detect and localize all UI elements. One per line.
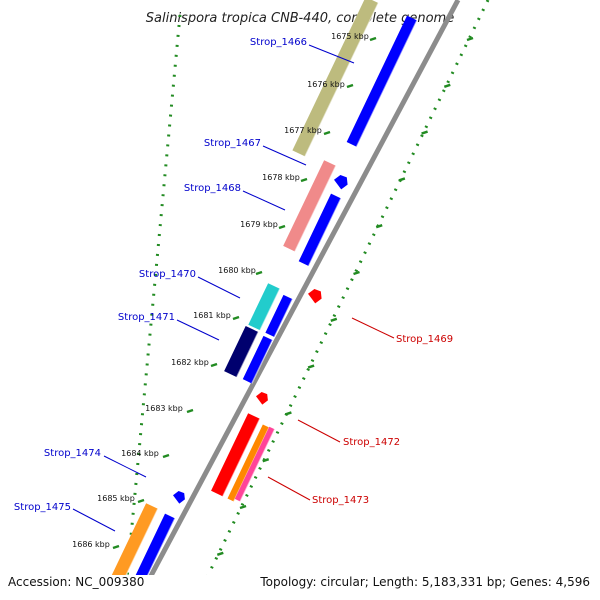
kbp-tick-left xyxy=(255,270,263,276)
leader-line xyxy=(197,276,241,299)
gene-features xyxy=(111,0,418,591)
gene-label-strop-1475[interactable]: Strop_1475 xyxy=(14,502,71,513)
kbp-label: 1676 kbp xyxy=(307,80,345,89)
gene-label-strop-1466[interactable]: Strop_1466 xyxy=(250,37,307,48)
kbp-tick-right xyxy=(330,317,338,322)
kbp-tick-right xyxy=(375,224,383,229)
kbp-tick-left xyxy=(162,453,170,459)
leader-line xyxy=(297,419,341,443)
leader-line xyxy=(351,317,395,339)
kbp-tick-right xyxy=(466,36,474,42)
kbp-tick-left xyxy=(186,408,194,414)
gene-strop-1470[interactable] xyxy=(248,283,280,331)
gene-strop-1475[interactable] xyxy=(111,503,158,581)
gene-reverse-1[interactable] xyxy=(256,392,268,405)
leader-line xyxy=(176,319,220,341)
leader-line xyxy=(72,508,116,532)
leader-line xyxy=(267,476,311,501)
kbp-tick-right xyxy=(443,83,451,88)
kbp-tick-marks-right xyxy=(216,36,474,556)
leader-line xyxy=(262,145,307,166)
kbp-label: 1675 kbp xyxy=(331,32,369,41)
genome-backbone xyxy=(148,0,461,575)
gene-label-strop-1469[interactable]: Strop_1469 xyxy=(396,334,453,345)
gene-strop-1475-highlight xyxy=(125,508,159,575)
gene-label-strop-1471[interactable]: Strop_1471 xyxy=(118,312,175,323)
gene-strop-1470-highlight xyxy=(259,288,281,331)
kbp-tick-left xyxy=(300,177,308,183)
outer-right-tick-ring xyxy=(206,0,490,575)
gene-strop-1471[interactable] xyxy=(224,325,259,378)
gene-forward-1[interactable] xyxy=(346,15,417,147)
gene-forward-5-highlight xyxy=(147,518,176,575)
kbp-label: 1681 kbp xyxy=(193,311,231,320)
kbp-label: 1686 kbp xyxy=(72,540,110,549)
kbp-tick-left xyxy=(346,83,354,89)
gene-forward-1-highlight xyxy=(355,20,418,148)
gene-strop-1467-highlight xyxy=(294,165,337,252)
kbp-label: 1682 kbp xyxy=(171,358,209,367)
gene-strop-1466[interactable] xyxy=(292,0,379,157)
kbp-label: 1683 kbp xyxy=(145,404,183,413)
kbp-label: 1678 kbp xyxy=(262,173,300,182)
kbp-label: 1680 kbp xyxy=(218,266,256,275)
gene-strop-1472[interactable] xyxy=(211,413,260,497)
gene-label-strop-1474[interactable]: Strop_1474 xyxy=(44,448,101,459)
gene-strop-1468-highlight xyxy=(307,198,342,267)
kbp-tick-left xyxy=(210,362,218,368)
leader-line xyxy=(242,190,286,211)
kbp-tick-left xyxy=(278,224,286,230)
label-leader-lines xyxy=(72,44,395,532)
genome-summary-text: Topology: circular; Length: 5,183,331 bp… xyxy=(259,575,590,589)
kbp-tick-left xyxy=(323,130,331,136)
gene-orange-strip[interactable] xyxy=(227,424,270,502)
gene-strop-1469[interactable] xyxy=(308,289,322,304)
kbp-tick-right xyxy=(353,270,360,276)
kbp-label: 1679 kbp xyxy=(240,220,278,229)
gene-strop-1473-highlight xyxy=(239,428,276,502)
gene-forward-5[interactable] xyxy=(131,513,175,591)
gene-strop-1467[interactable] xyxy=(283,160,336,252)
kbp-label: 1677 kbp xyxy=(284,126,322,135)
kbp-tick-right xyxy=(285,411,292,416)
gene-forward-3-highlight xyxy=(273,298,294,338)
kbp-tick-left xyxy=(232,315,240,321)
gene-strop-1466-highlight xyxy=(304,2,379,157)
gene-label-strop-1468[interactable]: Strop_1468 xyxy=(184,183,241,194)
kbp-label: 1685 kbp xyxy=(97,494,135,503)
gene-strop-1473[interactable] xyxy=(234,426,275,502)
accession-text: Accession: NC_009380 xyxy=(8,575,144,589)
gene-strop-1468[interactable] xyxy=(298,193,341,267)
gene-forward-4-highlight xyxy=(251,339,274,384)
gene-forward-3[interactable] xyxy=(265,294,293,338)
gene-label-strop-1470[interactable]: Strop_1470 xyxy=(139,269,196,280)
gene-labels: Strop_1466 Strop_1467 Strop_1468 Strop_1… xyxy=(14,37,453,513)
kbp-tick-right xyxy=(216,551,224,556)
kbp-tick-left xyxy=(369,36,377,42)
map-title: Salinispora tropica CNB-440, complete ge… xyxy=(146,11,454,26)
gene-strop-1471-highlight xyxy=(236,331,259,378)
kbp-tick-right xyxy=(398,177,406,182)
leader-line xyxy=(103,455,147,478)
kbp-scale: 1675 kbp 1676 kbp 1677 kbp 1678 kbp 1679… xyxy=(72,32,369,549)
kbp-tick-right xyxy=(262,458,270,463)
gene-forward-4[interactable] xyxy=(242,335,273,384)
gene-label-strop-1472[interactable]: Strop_1472 xyxy=(343,437,400,448)
kbp-tick-left xyxy=(112,544,120,550)
kbp-tick-marks-left xyxy=(112,36,377,550)
kbp-tick-right xyxy=(239,504,247,510)
gene-label-strop-1473[interactable]: Strop_1473 xyxy=(312,495,369,506)
kbp-tick-left xyxy=(137,498,145,504)
gene-strop-1472-highlight xyxy=(222,418,261,497)
gene-forward-2[interactable] xyxy=(334,175,348,190)
kbp-tick-right xyxy=(307,364,315,369)
leader-line xyxy=(308,44,355,64)
gene-strop-1474[interactable] xyxy=(173,491,185,504)
kbp-tick-right xyxy=(421,130,428,135)
kbp-label: 1684 kbp xyxy=(121,449,159,458)
gene-label-strop-1467[interactable]: Strop_1467 xyxy=(204,138,261,149)
